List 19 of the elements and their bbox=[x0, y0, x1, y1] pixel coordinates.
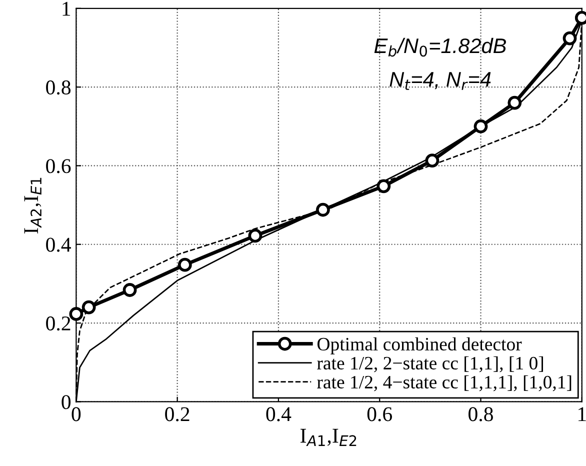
annotation: E$_{b}$/N$_{0}$=1.82dB bbox=[374, 38, 506, 57]
y-tick-label: 0.8 bbox=[46, 80, 71, 95]
legend-label: Optimal combined detector bbox=[317, 337, 522, 354]
y-tick-label: 0.6 bbox=[46, 159, 71, 174]
legend-label: rate 1/2, 2−state cc [1,1], [1 0] bbox=[317, 356, 544, 372]
x-tick-label: 0.2 bbox=[165, 407, 190, 422]
x-tick-label: 0 bbox=[72, 407, 81, 422]
x-tick-label: 0.6 bbox=[367, 407, 392, 422]
y-tick-label: 1 bbox=[62, 2, 70, 16]
legend-label: rate 1/2, 4−state cc [1,1,1], [1,0,1] bbox=[317, 375, 572, 392]
annotation: N$_{t}$=4, N$_{r}$=4 bbox=[390, 72, 491, 90]
y-tick-label: 0 bbox=[62, 395, 71, 410]
y-tick-label: 0.2 bbox=[46, 316, 70, 331]
y-axis-title: I$_{A2}$,I$_{E1}$ bbox=[24, 178, 42, 234]
x-tick-label: 0.8 bbox=[468, 407, 493, 422]
y-tick-label: 0.4 bbox=[46, 238, 71, 252]
x-axis-title: I$_{A1}$,I$_{E2}$ bbox=[300, 428, 356, 446]
x-tick-label: 1 bbox=[578, 407, 586, 422]
x-tick-label: 0.4 bbox=[266, 407, 292, 422]
